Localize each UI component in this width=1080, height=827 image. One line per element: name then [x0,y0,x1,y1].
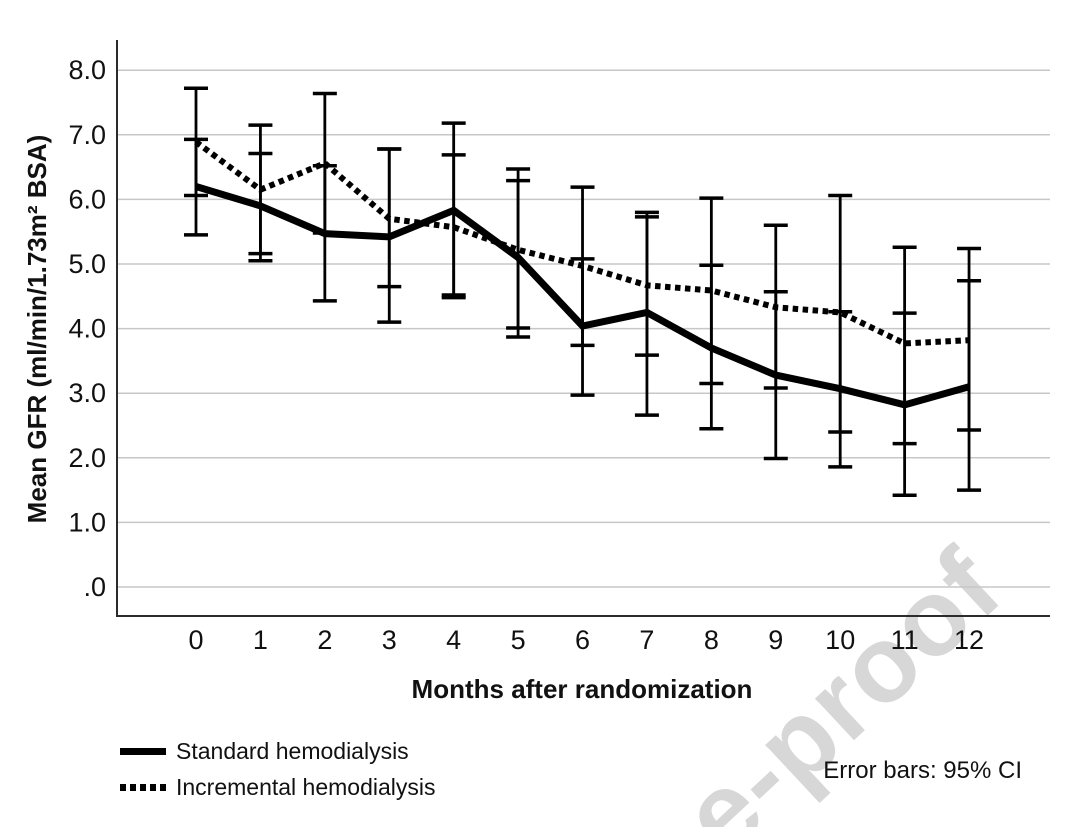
x-axis-title: Months after randomization [411,674,753,704]
svg-text:6.0: 6.0 [68,184,106,214]
svg-text:4.0: 4.0 [68,314,106,344]
svg-text:5.0: 5.0 [68,249,106,279]
dotted-line-swatch [120,784,166,791]
svg-text:11: 11 [891,625,919,655]
svg-text:8: 8 [704,625,719,655]
svg-text:4: 4 [446,625,461,655]
svg-text:12: 12 [954,625,984,655]
svg-text:2: 2 [317,625,332,655]
legend: Standard hemodialysis Incremental hemodi… [120,738,436,801]
svg-text:9: 9 [768,625,783,655]
svg-text:3.0: 3.0 [68,378,106,408]
svg-text:1.0: 1.0 [68,507,106,537]
error-bars-note: Error bars: 95% CI [823,757,1022,784]
svg-text:10: 10 [825,625,855,655]
legend-item-standard-hemodialysis: Standard hemodialysis [120,738,436,765]
svg-text:7: 7 [639,625,654,655]
legend-label-standard: Standard hemodialysis [176,738,409,764]
y-axis-title: Mean GFR (ml/min/1.73m² BSA) [22,134,52,524]
solid-line-swatch [120,748,166,755]
svg-text:3: 3 [382,625,397,655]
svg-text:.0: .0 [83,572,106,602]
svg-text:5: 5 [511,625,526,655]
svg-text:7.0: 7.0 [68,120,106,150]
svg-text:1: 1 [253,625,268,655]
legend-label-incremental: Incremental hemodialysis [176,774,436,800]
svg-text:6: 6 [575,625,590,655]
legend-item-incremental-hemodialysis: Incremental hemodialysis [120,774,436,801]
svg-text:0: 0 [188,625,203,655]
svg-text:2.0: 2.0 [68,443,106,473]
svg-text:8.0: 8.0 [68,55,106,85]
